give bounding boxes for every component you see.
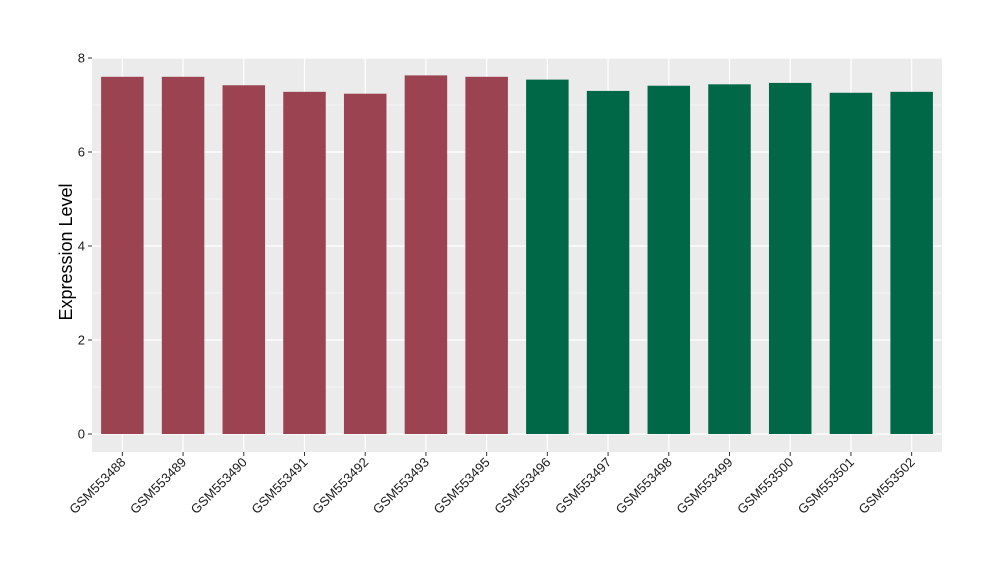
bar-GSM553499 [708,84,751,434]
bar-GSM553489 [161,76,205,435]
x-tick-label: GSM553491 [248,455,310,517]
x-tick-label: GSM553499 [673,455,735,517]
y-tick-label: 0 [78,427,85,442]
y-tick-label: 8 [78,51,85,66]
bar-GSM553501 [829,92,873,434]
x-tick-label: GSM553497 [552,455,614,517]
x-tick-label: GSM553498 [613,455,675,517]
y-axis: 0 2 4 6 8 [78,51,92,442]
bar-GSM553497 [586,90,630,435]
plot-panel [92,58,942,452]
x-tick-label: GSM553501 [795,455,857,517]
x-tick-label: GSM553495 [431,455,493,517]
x-tick-label: GSM553502 [856,455,918,517]
x-tick-label: GSM553493 [370,455,432,517]
y-tick-label: 2 [78,333,85,348]
x-tick-label: GSM553500 [734,455,796,517]
x-axis: GSM553488GSM553489GSM553490GSM553491GSM5… [66,452,918,517]
x-tick-label: GSM553492 [309,455,371,517]
bar-GSM553498 [647,85,691,434]
bar-GSM553502 [890,91,933,434]
x-tick-label: GSM553490 [188,455,250,517]
bar-GSM553493 [404,75,448,434]
y-tick-label: 6 [78,145,85,160]
bars [101,75,933,435]
bar-GSM553488 [101,76,144,435]
bar-GSM553500 [768,82,812,434]
bar-GSM553490 [222,85,266,434]
y-tick-label: 4 [78,239,85,254]
bar-GSM553495 [465,76,508,435]
bar-GSM553491 [283,91,326,434]
bar-GSM553492 [343,93,387,434]
bar-GSM553496 [526,79,569,435]
x-tick-label: GSM553489 [127,455,189,517]
y-axis-title: Expression Level [56,183,76,320]
x-tick-label: GSM553488 [66,455,128,517]
x-tick-label: GSM553496 [491,455,553,517]
